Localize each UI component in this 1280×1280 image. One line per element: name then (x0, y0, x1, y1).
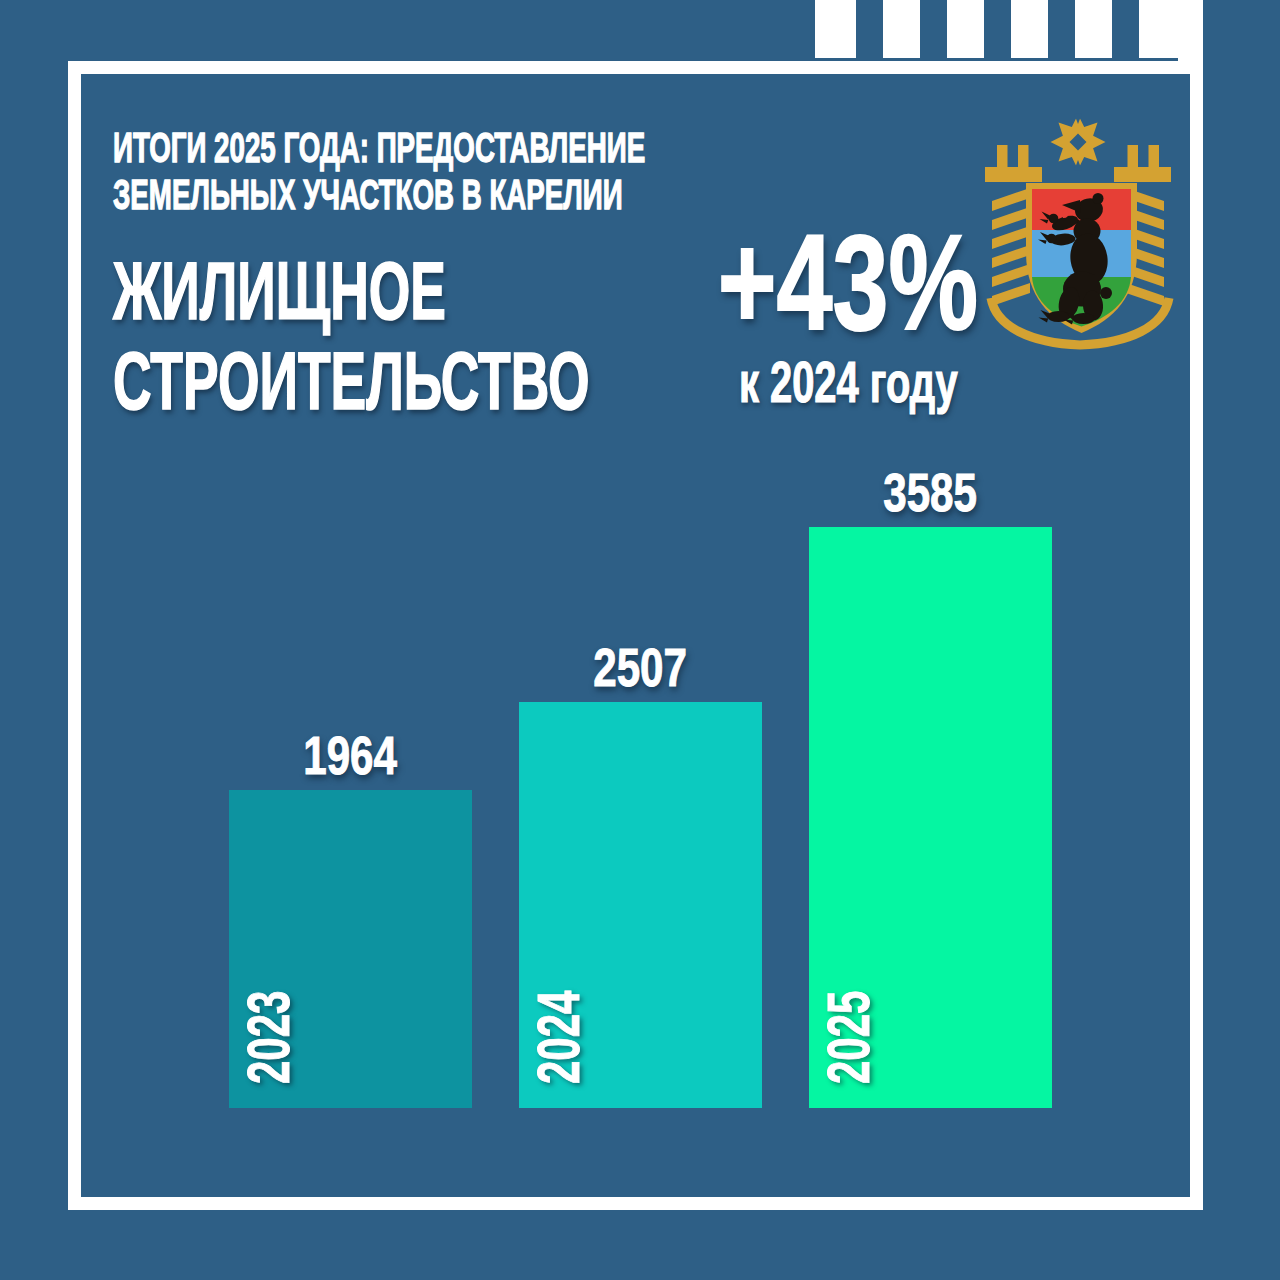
bar-chart: 1964 2023 2507 2024 3585 2025 (0, 0, 1280, 1280)
infographic-page: ИТОГИ 2025 ГОДА: ПРЕДОСТАВЛЕНИЕ ЗЕМЕЛЬНЫ… (0, 0, 1280, 1280)
bar-value-label: 1964 (199, 728, 502, 782)
bar-value-label: 2507 (489, 640, 792, 694)
bar-year-label: 2024 (529, 991, 589, 1084)
bar-year-label: 2025 (819, 991, 879, 1084)
bar-year-label: 2023 (239, 991, 299, 1084)
bar-value-label: 3585 (779, 465, 1082, 519)
